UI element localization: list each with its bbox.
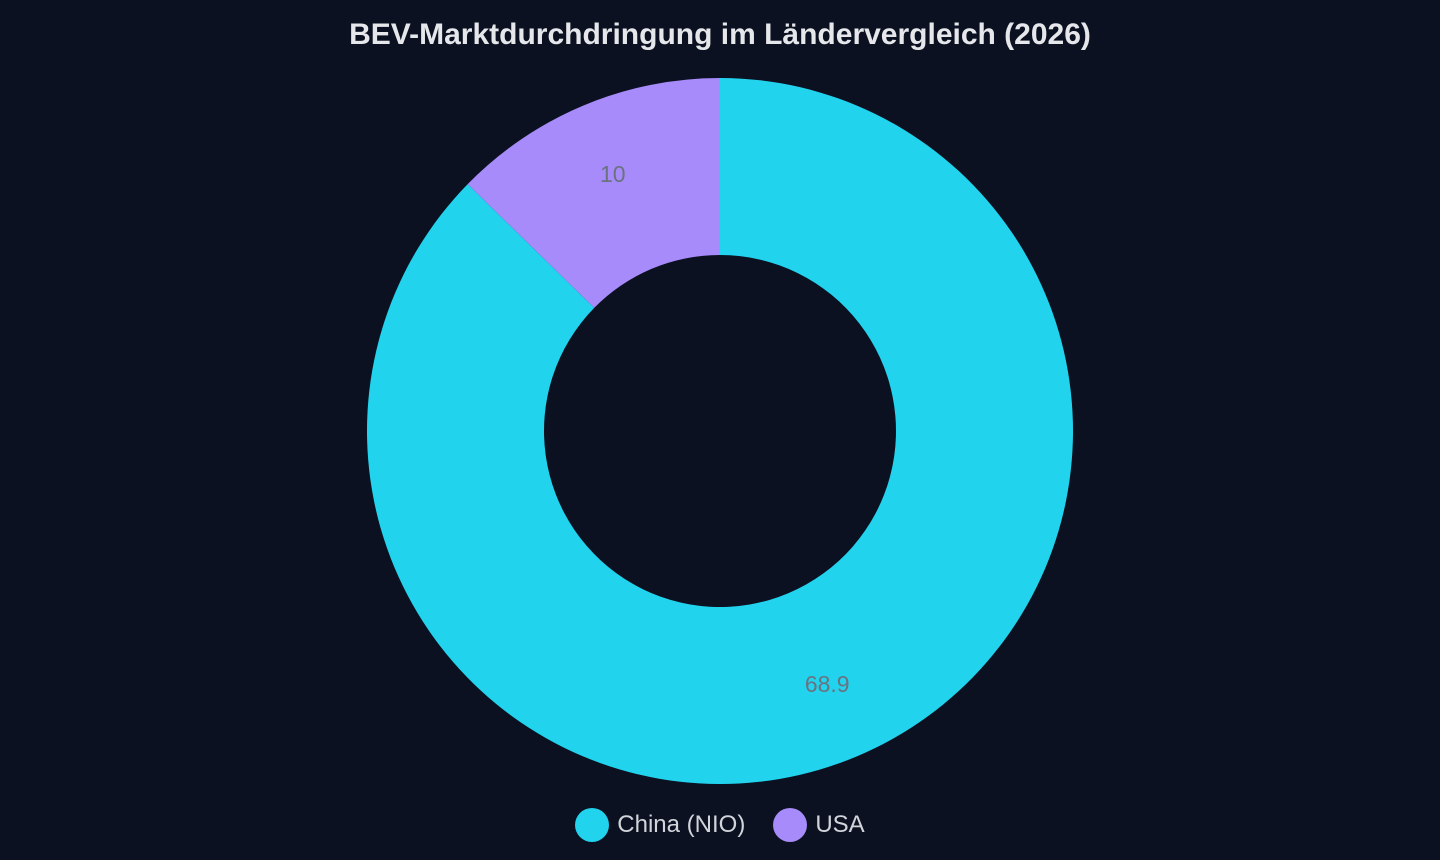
legend-swatch-usa xyxy=(773,808,808,842)
legend-item-usa[interactable]: USA xyxy=(773,808,865,842)
donut-chart: 68.9 10 xyxy=(367,77,1073,784)
legend-label-usa: USA xyxy=(815,811,865,838)
data-label-china-nio: 68.9 xyxy=(805,671,850,697)
chart-legend: China (NIO) USA xyxy=(0,808,1440,842)
legend-item-china-nio[interactable]: China (NIO) xyxy=(575,808,745,842)
legend-swatch-china-nio xyxy=(575,808,610,842)
legend-label-china-nio: China (NIO) xyxy=(617,811,746,838)
chart-title: BEV-Marktdurchdringung im Ländervergleic… xyxy=(349,18,1091,51)
donut-slice-usa[interactable] xyxy=(467,77,720,308)
data-label-usa: 10 xyxy=(600,161,626,187)
donut-slice-china-nio[interactable] xyxy=(367,78,1073,784)
